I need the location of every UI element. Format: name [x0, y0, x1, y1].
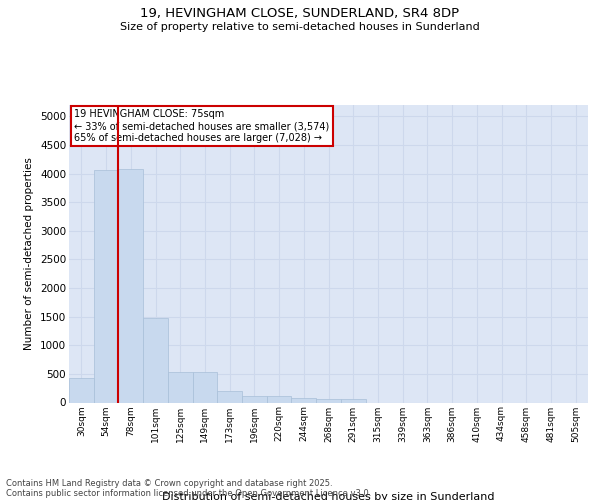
Text: Contains public sector information licensed under the Open Government Licence v3: Contains public sector information licen… — [6, 488, 371, 498]
Bar — [94, 170, 118, 402]
Bar — [267, 396, 292, 402]
Y-axis label: Number of semi-detached properties: Number of semi-detached properties — [25, 158, 34, 350]
Bar — [217, 392, 242, 402]
X-axis label: Distribution of semi-detached houses by size in Sunderland: Distribution of semi-detached houses by … — [162, 492, 495, 500]
Bar — [193, 372, 217, 402]
Bar — [168, 372, 193, 402]
Bar — [242, 396, 267, 402]
Bar — [316, 400, 341, 402]
Bar — [292, 398, 316, 402]
Bar — [143, 318, 168, 402]
Bar — [341, 400, 365, 402]
Text: 19 HEVINGHAM CLOSE: 75sqm
← 33% of semi-detached houses are smaller (3,574)
65% : 19 HEVINGHAM CLOSE: 75sqm ← 33% of semi-… — [74, 110, 329, 142]
Bar — [69, 378, 94, 402]
Text: Size of property relative to semi-detached houses in Sunderland: Size of property relative to semi-detach… — [120, 22, 480, 32]
Text: Contains HM Land Registry data © Crown copyright and database right 2025.: Contains HM Land Registry data © Crown c… — [6, 478, 332, 488]
Text: 19, HEVINGHAM CLOSE, SUNDERLAND, SR4 8DP: 19, HEVINGHAM CLOSE, SUNDERLAND, SR4 8DP — [140, 8, 460, 20]
Bar — [118, 169, 143, 402]
